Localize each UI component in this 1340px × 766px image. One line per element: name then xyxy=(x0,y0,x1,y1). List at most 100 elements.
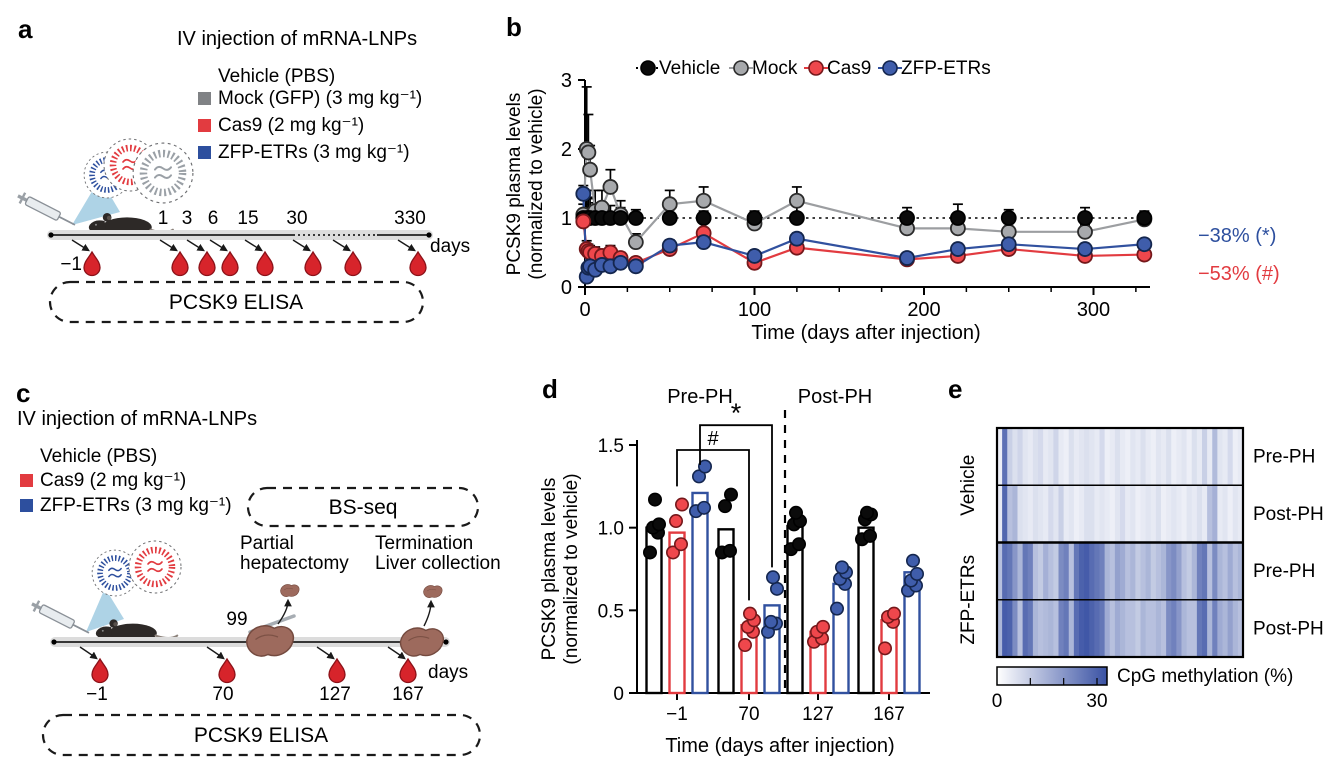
heatmap-cell xyxy=(1196,542,1203,600)
panel-b-chart: 0 100 200 300 0 1 2 3 Time (days after injection… xyxy=(504,58,1280,344)
heatmap-row-ZFP-ETRs-Post-PH xyxy=(997,599,1244,657)
heatmap-cell xyxy=(1058,485,1065,543)
heatmap-cell xyxy=(1073,599,1080,657)
heatmap-cell xyxy=(1155,542,1162,600)
colorbar-tick-label: 0 xyxy=(992,691,1003,712)
heatmap-cell xyxy=(1237,542,1244,600)
legend-label: ZFP-ETRs xyxy=(901,58,991,79)
heatmap-cell xyxy=(1227,542,1234,600)
heatmap-cell xyxy=(1068,485,1075,543)
sig-symbol: * xyxy=(731,398,742,428)
data-point xyxy=(661,196,678,213)
data-point xyxy=(643,545,658,560)
heatmap-row-Vehicle-Pre-PH xyxy=(997,428,1244,486)
heatmap-cell xyxy=(1155,428,1162,486)
heatmap-cell xyxy=(1032,485,1039,543)
heatmap-cell xyxy=(997,542,1003,600)
heatmap-cell xyxy=(1038,485,1044,543)
data-point xyxy=(862,528,877,543)
heatmap-cell xyxy=(1130,542,1136,600)
data-point xyxy=(697,500,712,515)
heatmap-cell xyxy=(1237,599,1244,657)
data-point xyxy=(652,517,667,532)
bar xyxy=(880,619,898,695)
legend-item-Cas9: Cas9 xyxy=(804,58,871,79)
termination-label: Termination xyxy=(375,533,473,554)
heatmap-cell xyxy=(1012,428,1018,486)
legend-swatch-cas9 xyxy=(20,474,33,487)
data-point xyxy=(612,254,629,271)
colorbar-label: CpG methylation (%) xyxy=(1117,666,1293,687)
heatmap-row-Vehicle-Post-PH xyxy=(997,485,1244,543)
data-point xyxy=(1136,236,1153,253)
timeline-day-labels: −1 70 127 167 xyxy=(86,684,424,705)
elisa-label: PCSK9 ELISA xyxy=(194,724,328,747)
panel-c-schematic: IV injection of mRNA-LNPs Vehicle (PBS) … xyxy=(17,408,501,757)
heatmap-cell xyxy=(1012,485,1018,543)
data-point xyxy=(1077,210,1093,226)
y-axis-label: (normalized to vehicle) xyxy=(561,473,582,664)
heatmap-cell xyxy=(1181,599,1188,657)
bar xyxy=(832,582,850,695)
heatmap-cell xyxy=(1109,428,1116,486)
bar xyxy=(691,491,709,695)
heatmap-cell xyxy=(1166,485,1172,543)
panel-e-label: e xyxy=(948,374,963,404)
heatmap-cell xyxy=(1176,599,1182,657)
heatmap-cell xyxy=(1161,428,1167,486)
heatmap-cell xyxy=(1099,428,1106,486)
heatmap-cell xyxy=(1202,542,1208,600)
colorbar-tick-label: 30 xyxy=(1086,691,1107,712)
row-label: Post-PH xyxy=(1253,618,1324,639)
heatmap-cell xyxy=(1027,599,1034,657)
data-point xyxy=(738,638,753,653)
group-label: ZFP-ETRs xyxy=(958,555,979,645)
heatmap-cell xyxy=(1161,599,1167,657)
heatmap-cell xyxy=(1053,428,1059,486)
bars-Vehicle xyxy=(645,524,875,695)
heatmap-cell xyxy=(1232,542,1239,600)
heatmap-cell xyxy=(1017,485,1024,543)
heatmap-cell xyxy=(1166,428,1172,486)
annotation-cas9: −53% (#) xyxy=(1198,263,1280,285)
heatmap-cell xyxy=(1002,485,1008,543)
heatmap-cell xyxy=(1191,428,1198,486)
heatmap-cell xyxy=(1171,485,1177,543)
data-point xyxy=(669,514,684,529)
data-point xyxy=(834,560,849,575)
series-markers-ZFP-ETRs xyxy=(575,185,1153,285)
heatmap-cell xyxy=(1048,599,1054,657)
y-axis-label: PCSK9 plasma levels xyxy=(504,93,525,276)
heatmap-cell xyxy=(1022,599,1029,657)
heatmap-cell xyxy=(1227,428,1234,486)
data-point xyxy=(766,570,781,585)
y-tick-label: 0 xyxy=(613,684,624,705)
legend-item-Vehicle: Vehicle xyxy=(636,58,720,79)
legend-swatch-zfp xyxy=(198,146,211,159)
heatmap-cell xyxy=(1063,428,1070,486)
sig-bracket xyxy=(676,449,750,601)
heatmap-cell xyxy=(1002,428,1008,486)
data-point xyxy=(899,210,915,226)
timeline-day-labels: 1 3 6 15 30 330 xyxy=(158,208,426,229)
heatmap-cell xyxy=(1135,485,1141,543)
heatmap-cell xyxy=(1032,542,1039,600)
data-point xyxy=(695,210,712,226)
panel-d-label: d xyxy=(542,374,558,404)
baseline-day-label: −1 xyxy=(60,254,82,275)
legend-label: Mock xyxy=(752,58,798,79)
dots-ZFP-ETRs xyxy=(689,459,924,639)
day-label: 3 xyxy=(182,208,193,229)
heatmap-cell xyxy=(1084,428,1090,486)
elisa-label: PCSK9 ELISA xyxy=(169,291,303,314)
heatmap-cell xyxy=(1048,428,1054,486)
data-point xyxy=(675,497,690,512)
bsseq-label: BS-seq xyxy=(329,496,398,519)
days-word: days xyxy=(428,662,468,683)
heatmap-cell xyxy=(1186,542,1193,600)
heatmap-cell xyxy=(1161,542,1167,600)
data-point xyxy=(859,505,874,520)
day-label: 6 xyxy=(208,208,219,229)
data-point xyxy=(829,601,844,616)
y-tick-label: 1 xyxy=(561,208,572,230)
